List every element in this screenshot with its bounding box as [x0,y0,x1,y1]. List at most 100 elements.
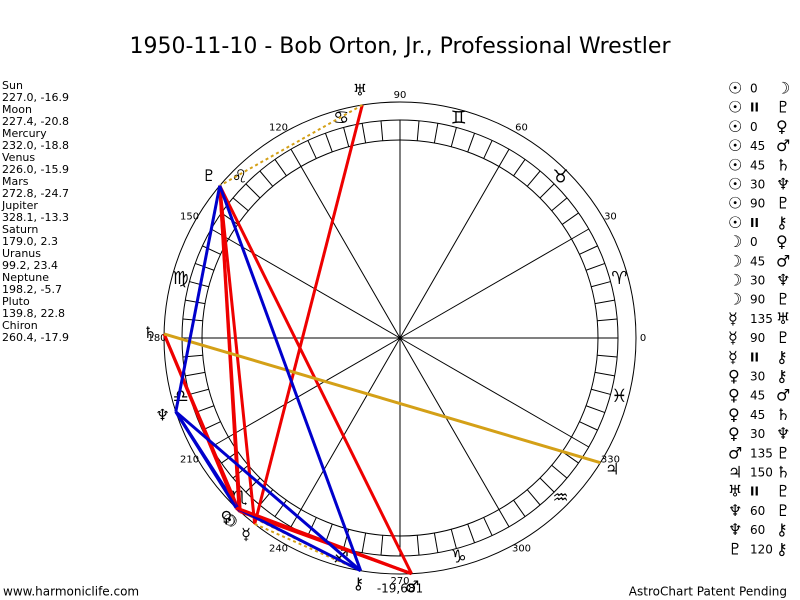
ring-tick [189,388,209,395]
aspect-planet: ☉ [728,117,742,136]
aspect-type: 30 [750,274,765,288]
planet-name: Mercury [2,127,47,140]
aspect-planet: ♇ [776,328,790,347]
aspect-type: 0 [750,120,758,134]
planet-position: 179.0, 2.3 [2,235,58,248]
ring-tick [245,477,261,493]
house-spoke [399,166,500,339]
aspect-planet: ♀ [728,405,740,424]
footer-right: AstroChart Patent Pending [629,585,787,599]
aspect-planet: ♆ [728,520,742,539]
aspect-type: II [750,216,759,230]
zodiac-sign: ♉ [552,166,568,187]
planet-position: 227.4, -20.8 [2,115,69,128]
bottom-value: -19,681 [377,582,423,596]
ring-tick [551,464,568,479]
zodiac-sign: ♌ [231,166,247,187]
aspect-planet: ♇ [776,482,790,501]
ring-tick [579,245,598,255]
planet-name: Mars [2,175,29,188]
ring-tick [274,159,287,177]
aspect-planet: ☉ [728,136,742,155]
aspect-planet: ☉ [728,213,742,232]
ring-tick [433,532,439,553]
ring-tick [290,148,302,167]
degree-label: 330 [601,455,620,466]
aspect-line [253,104,364,525]
aspect-planet: ♂ [776,386,790,405]
ring-tick [597,354,618,358]
outer-circle [163,101,637,575]
aspect-planet: ☉ [728,155,742,174]
zodiac-sign: ♊ [451,108,467,129]
aspect-planet: ♆ [776,271,790,290]
degree-label: 150 [180,212,199,223]
planet-name: Neptune [2,271,49,284]
aspect-type: 90 [750,331,765,345]
aspect-line [219,104,363,187]
aspect-planet: ♀ [728,424,740,443]
planet-glyph: ♅ [353,81,367,100]
ring-tick [361,532,367,553]
aspect-type: 150 [750,466,773,480]
aspect-planet: ♀ [728,367,740,386]
aspect-planet: ♃ [728,463,742,482]
aspect-type: 45 [750,408,765,422]
aspect-planet: ☽ [776,79,790,98]
aspect-planet: ♇ [776,443,790,462]
aspect-type: 0 [750,82,758,96]
degree-label: 60 [515,123,528,134]
ring-tick [498,509,510,528]
planet-position: 198.2, -5.7 [2,283,62,296]
aspect-planet: ☿ [728,328,738,347]
planet-name: Chiron [2,319,38,332]
aspect-planet: ♆ [776,175,790,194]
degree-label: 300 [512,543,531,554]
house-spoke [399,238,572,339]
aspect-planet: ☿ [728,309,738,328]
chart-title: 1950-11-10 - Bob Orton, Jr., Professiona… [129,34,671,59]
ring-tick [290,509,302,528]
aspect-planet: ♄ [776,155,790,174]
aspect-planet: ♇ [728,539,742,558]
planet-glyph: ♂ [405,577,419,596]
aspect-planet: ♀ [776,117,788,136]
aspect-planet: ⚷ [776,539,788,558]
aspect-type: 135 [750,446,773,460]
planet-name: Pluto [2,295,30,308]
planet-glyph: ♀ [220,507,232,526]
ring-tick [594,371,615,377]
aspect-type: 120 [750,542,773,556]
aspect-planet: ⚷ [776,213,788,232]
degree-label: 210 [180,455,199,466]
ring-tick [483,140,493,159]
degree-label: 240 [269,543,288,554]
aspect-line [174,185,222,412]
planet-name: Saturn [2,223,38,236]
aspect-line [235,506,362,573]
aspect-planet: ☽ [728,290,742,309]
planet-position: 227.0, -16.9 [2,91,69,104]
planet-position: 139.8, 22.8 [2,307,65,320]
aspect-planet: ⚷ [776,520,788,539]
aspect-type: 135 [750,312,773,326]
ring-tick [594,299,615,305]
ring-tick [591,388,611,395]
aspect-type: II [750,485,759,499]
planet-position: 328.1, -13.3 [2,211,69,224]
planet-position: 232.0, -18.8 [2,139,69,152]
ring-tick [597,318,618,322]
aspect-planet: ☉ [728,98,742,117]
ring-tick [579,421,598,431]
ring-tick [539,477,555,493]
ring-tick [539,183,555,199]
planet-position: 272.8, -24.7 [2,187,69,200]
ring-tick [324,132,333,153]
planet-glyph: ♇ [202,166,216,185]
aspect-planet: ♇ [776,98,790,117]
aspect-type: 30 [750,370,765,384]
degree-label: 90 [394,90,407,101]
ring-tick [585,405,606,414]
aspect-planet: ⚷ [776,347,788,366]
planet-name: Moon [2,103,32,116]
